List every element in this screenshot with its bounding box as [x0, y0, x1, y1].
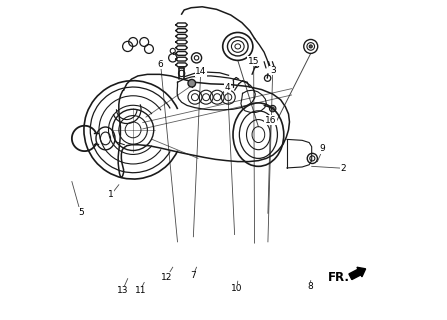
Text: 8: 8 — [307, 282, 312, 292]
Text: 14: 14 — [195, 67, 207, 76]
Text: 2: 2 — [340, 164, 346, 173]
Circle shape — [309, 45, 312, 48]
Text: 11: 11 — [135, 286, 146, 295]
Text: FR.: FR. — [328, 271, 350, 284]
FancyArrow shape — [349, 267, 366, 280]
Text: 5: 5 — [78, 208, 84, 217]
Text: 12: 12 — [161, 273, 173, 282]
Text: 9: 9 — [320, 144, 325, 153]
Text: 15: 15 — [248, 57, 259, 66]
Circle shape — [188, 79, 196, 87]
Text: 10: 10 — [231, 284, 243, 293]
Text: 6: 6 — [158, 60, 164, 69]
Text: 3: 3 — [270, 66, 275, 75]
Text: 4: 4 — [225, 83, 231, 92]
Text: 13: 13 — [117, 286, 128, 295]
Text: 1: 1 — [108, 190, 114, 199]
Text: 16: 16 — [265, 116, 276, 125]
Text: 7: 7 — [190, 271, 196, 280]
